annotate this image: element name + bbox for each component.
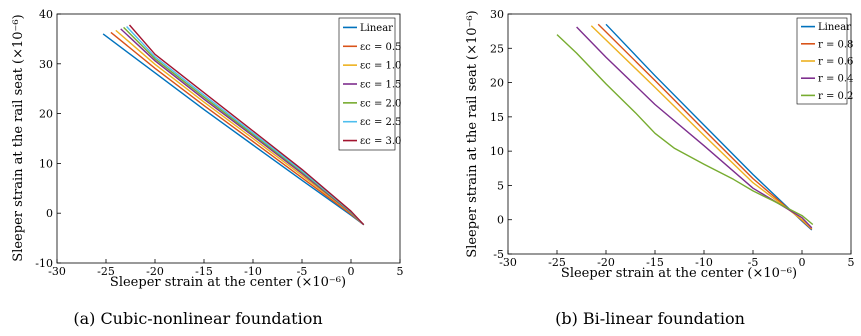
legend-entry: r = 0.4 [818, 74, 853, 85]
y-tick-label: -5 [493, 248, 504, 261]
legend-entry: εc = 3.0 [360, 136, 401, 147]
y-axis-label-b: Sleeper strain at the rail seat (×10⁻⁶) [465, 10, 480, 257]
series-line-b-2 [590, 25, 813, 230]
panel-a: -30 -25 -20 -15 -10 -5 0 5 -10 0 10 20 30 40 Linear ε… [11, 8, 404, 328]
panel-b: -30 -25 -20 -15 -10 -5 0 5 -5 0 5 10 15 20 25 30 Linea… [465, 8, 855, 328]
y-tick-label: 15 [490, 111, 504, 124]
legend-entry: εc = 1.0 [360, 61, 401, 72]
y-tick-label: -10 [35, 257, 53, 270]
legend-entry: εc = 2.5 [360, 117, 401, 128]
series-lines-b [556, 23, 814, 231]
series-line-b-3 [576, 26, 813, 229]
caption-a: (a) Cubic-nonlinear foundation [73, 309, 322, 328]
legend-entry: r = 0.2 [818, 91, 853, 102]
y-tick-label: 20 [39, 108, 53, 121]
x-tick-label: -5 [748, 256, 759, 269]
x-tick-label: 0 [799, 256, 806, 269]
y-tick-label: 40 [39, 8, 53, 21]
y-tick-labels-b: -5 0 5 10 15 20 25 30 [490, 8, 512, 261]
caption-b: (b) Bi-linear foundation [555, 309, 745, 328]
series-lines-a [102, 24, 365, 226]
x-tick-label: -15 [646, 256, 664, 269]
y-tick-label: 0 [497, 214, 504, 227]
legend-a: Linear εc = 0.5 εc = 1.0 εc = 1.5 εc = 2.0 εc… [338, 17, 401, 151]
y-tick-label: 20 [490, 77, 504, 90]
y-tick-label: 30 [39, 58, 53, 71]
x-tick-label: -10 [695, 256, 713, 269]
x-tick-label: -25 [548, 256, 566, 269]
series-line-a-1 [110, 31, 365, 226]
y-tick-labels-a: -10 0 10 20 30 40 [35, 8, 61, 270]
y-tick-label: 0 [46, 207, 53, 220]
x-axis-label-a: Sleeper strain at the center (×10⁻⁶) [110, 275, 346, 290]
series-line-b-4 [556, 34, 814, 226]
legend-b: Linear r = 0.8 r = 0.6 r = 0.4 r = 0.2 [796, 17, 853, 105]
y-tick-label: 10 [39, 157, 53, 170]
legend-entry: εc = 2.0 [360, 98, 401, 109]
x-tick-label: -5 [297, 265, 308, 278]
x-tick-label: -20 [146, 265, 164, 278]
series-line-a-6 [128, 24, 365, 226]
x-tick-label: -15 [195, 265, 213, 278]
x-tick-label: 0 [348, 265, 355, 278]
y-tick-label: 30 [490, 8, 504, 21]
legend-entry: Linear [360, 23, 393, 34]
y-axis-label-a: Sleeper strain at the rail seat (×10⁻⁶) [11, 14, 26, 261]
series-line-a-0 [102, 33, 365, 226]
legend-entry: r = 0.6 [818, 57, 853, 68]
x-tick-label: -30 [48, 265, 66, 278]
x-tick-labels-b: -30 -25 -20 -15 -10 -5 0 5 [499, 250, 855, 269]
x-tick-label: -20 [597, 256, 615, 269]
x-tick-label: -25 [97, 265, 115, 278]
y-tick-label: 25 [490, 42, 504, 55]
legend-entry: εc = 1.5 [360, 80, 401, 91]
legend-entry: r = 0.8 [818, 39, 853, 50]
y-tick-label: 10 [490, 145, 504, 158]
x-tick-label: 5 [848, 256, 855, 269]
y-tick-label: 5 [497, 179, 504, 192]
x-tick-labels-a: -30 -25 -20 -15 -10 -5 0 5 [48, 259, 404, 278]
x-tick-label: -10 [244, 265, 262, 278]
x-tick-label: -30 [499, 256, 517, 269]
x-axis-label-b: Sleeper strain at the center (×10⁻⁶) [561, 266, 797, 281]
legend-entry: εc = 0.5 [360, 42, 401, 53]
legend-entry: Linear [818, 22, 851, 33]
x-tick-label: 5 [397, 265, 404, 278]
